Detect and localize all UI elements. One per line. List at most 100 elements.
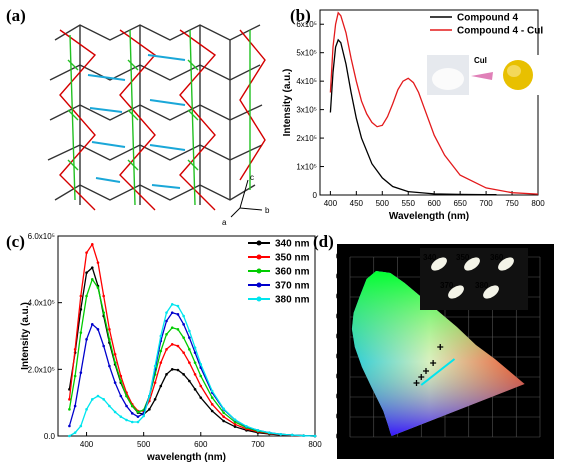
axis-triad: [230, 179, 263, 218]
data-point: [193, 351, 197, 354]
panel-label-d: (d): [313, 232, 334, 251]
data-point: [182, 336, 185, 339]
data-point: [113, 410, 117, 414]
x-axis-label: Wavelength (nm): [389, 211, 469, 222]
data-point: [136, 415, 140, 418]
cie-line: [420, 358, 456, 386]
legend-label: 370 nm: [275, 281, 310, 292]
data-point: [165, 333, 168, 336]
data-point: [90, 266, 94, 269]
emission-label: 350: [456, 253, 470, 262]
data-point: [188, 379, 191, 383]
y-tick-label: 0.8: [336, 272, 348, 281]
data-point: [90, 243, 94, 246]
x-tick-label: 0.2: [392, 441, 404, 450]
x-tick-label: 0.0: [344, 441, 356, 450]
x-tick-label: 400: [324, 199, 338, 208]
x-tick-label: 500: [376, 199, 390, 208]
data-point: [130, 404, 134, 408]
panel-label-b: (b): [290, 6, 311, 25]
data-point: [256, 429, 260, 432]
data-point: [165, 319, 168, 323]
arrow-icon: [471, 72, 493, 80]
data-point: [148, 408, 151, 411]
data-point: [79, 424, 83, 428]
data-point: [73, 431, 77, 434]
x-tick-label: 600: [194, 440, 208, 449]
y-tick-label: 6.0x10⁵: [28, 232, 55, 241]
y-tick-label: 6x10⁵: [296, 20, 317, 29]
data-point: [79, 371, 83, 374]
x-tick-label: 0.6: [487, 441, 499, 450]
y-tick-label: 0: [313, 191, 318, 200]
data-point: [159, 361, 163, 364]
data-point: [210, 396, 214, 399]
panel-label-c: (c): [6, 232, 25, 251]
data-point: [102, 311, 105, 314]
data-point: [85, 408, 88, 411]
y-tick-label: 0.1: [336, 412, 348, 421]
legend-label: Compound 4: [457, 13, 519, 24]
data-point: [85, 271, 88, 274]
data-point: [159, 384, 163, 388]
data-point: [130, 412, 134, 415]
emission-label: 360: [490, 253, 504, 262]
data-point: [199, 396, 203, 399]
legend-label: 340 nm: [275, 239, 310, 250]
data-point: [68, 424, 71, 428]
data-point: [108, 404, 111, 408]
crystal-axis-a: a: [222, 218, 227, 227]
data-point: [188, 348, 191, 351]
data-point: [176, 313, 180, 316]
data-point: [136, 410, 140, 414]
data-point: [170, 303, 174, 306]
cie-point: [423, 368, 429, 374]
data-point: [108, 364, 111, 368]
data-point: [85, 294, 88, 298]
x-tick-label: 550: [402, 199, 416, 208]
data-point: [108, 328, 111, 331]
data-point: [165, 373, 168, 376]
data-point: [125, 394, 128, 398]
cie-point: [437, 344, 444, 350]
data-point: [233, 425, 237, 428]
data-point: [125, 404, 128, 408]
data-point: [302, 434, 305, 437]
x-tick-label: 750: [505, 199, 519, 208]
data-point: [159, 349, 163, 353]
data-point: [176, 344, 180, 348]
crystal-axis-b: b: [265, 206, 270, 215]
data-point: [113, 353, 117, 356]
data-point: [153, 398, 157, 401]
cui-arrow-label: CuI: [474, 56, 487, 65]
y-tick-label: 4.0x10⁵: [28, 299, 55, 308]
data-point: [85, 338, 88, 341]
data-point: [268, 431, 271, 434]
data-point: [233, 420, 237, 424]
data-point: [170, 368, 174, 371]
data-point: [102, 294, 105, 298]
plot-frame: [319, 9, 539, 196]
x-tick-label: 0.1: [368, 441, 380, 450]
data-point: [79, 308, 83, 311]
data-point: [222, 411, 225, 414]
data-point: [233, 423, 237, 426]
emission-glow: [498, 257, 514, 271]
y-axis-label: Intensity (a.u.): [20, 302, 31, 370]
x-axis-label: wavelength (nm): [146, 452, 226, 463]
x-tick-label: 700: [251, 440, 265, 449]
data-point: [90, 278, 94, 281]
crystal-axis-c: c: [250, 173, 254, 182]
series-line: [329, 11, 539, 195]
cie-point: [413, 380, 420, 386]
data-point: [182, 351, 185, 354]
data-point: [102, 398, 105, 401]
data-point: [176, 368, 180, 372]
y-tick-label: 0.0: [44, 432, 56, 441]
data-point: [199, 374, 203, 378]
data-point: [136, 420, 140, 424]
series-line: [68, 277, 316, 437]
data-point: [182, 373, 185, 376]
data-point: [68, 434, 71, 438]
y-tick-label: 0.3: [336, 372, 348, 381]
